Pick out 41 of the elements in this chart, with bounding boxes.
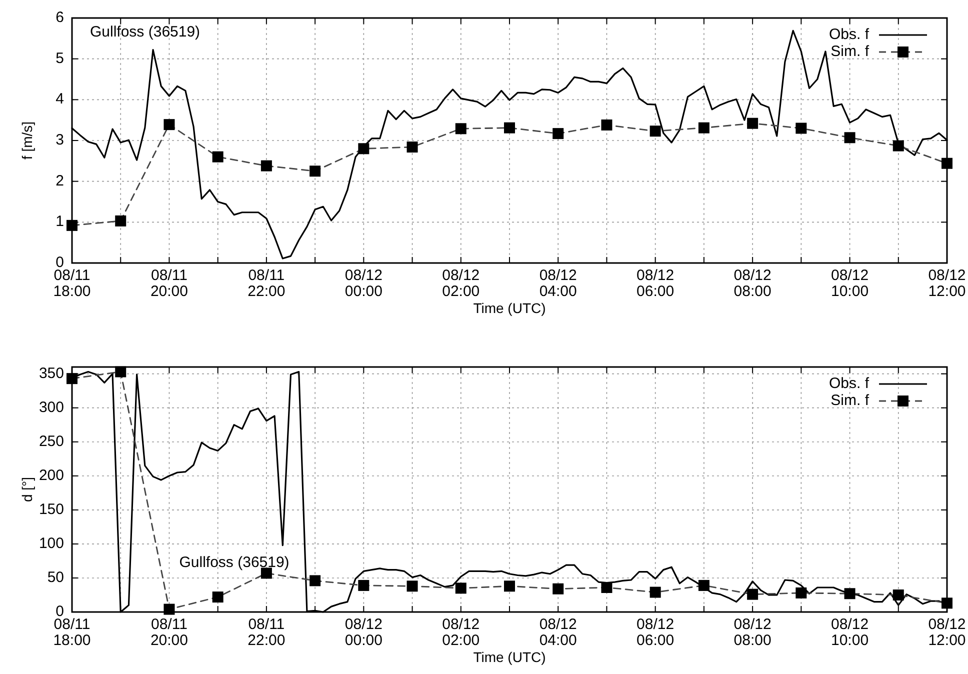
y-tick-label: 4 [56,90,64,108]
x-tick-label: 08/12 10:00 [831,267,869,300]
y-tick-label: 5 [56,50,64,67]
legend-label: Sim. f [830,42,870,60]
legend-label: Sim. f [830,392,870,409]
y-tick-label: 100 [38,534,64,552]
x-tick-label: 08/12 00:00 [344,616,382,649]
y-tick-label: 200 [38,466,64,484]
y-axis-title: f [m/s] [19,121,35,160]
x-tick-label: 08/12 06:00 [636,616,674,649]
y-tick-label: 1 [56,213,64,230]
x-tick-label: 08/12 08:00 [734,267,772,300]
x-tick-label: 08/12 04:00 [539,616,577,649]
x-axis-title: Time (UTC) [473,300,546,316]
y-tick-label: 50 [47,568,64,586]
annotation: Gullfoss (36519) [179,554,290,571]
x-tick-label: 08/11 22:00 [248,267,286,300]
legend-label: Obs. f [828,26,870,43]
annotation: Gullfoss (36519) [90,24,200,41]
x-tick-label: 08/12 00:00 [344,267,382,300]
x-tick-label: 08/12 02:00 [442,616,480,649]
y-tick-label: 250 [38,432,64,450]
y-tick-label: 6 [56,8,64,26]
y-tick-label: 300 [38,398,64,416]
x-tick-label: 08/12 12:00 [928,616,966,649]
x-tick-label: 08/12 04:00 [539,267,577,300]
x-tick-label: 08/11 22:00 [248,616,286,649]
y-tick-label: 2 [56,172,64,190]
x-axis-title: Time (UTC) [473,649,546,665]
x-tick-label: 08/12 08:00 [734,616,772,649]
x-tick-label: 08/12 12:00 [928,267,966,300]
x-tick-label: 08/12 10:00 [831,616,869,649]
y-axis-title: d [°] [19,476,35,502]
x-tick-label: 08/11 20:00 [150,616,188,649]
y-tick-label: 150 [38,500,64,518]
y-tick-label: 3 [56,131,64,148]
y-tick-label: 350 [38,364,64,382]
x-tick-label: 08/12 06:00 [636,267,674,300]
legend-label: Obs. f [828,374,870,392]
x-tick-label: 08/11 20:00 [150,267,188,300]
x-tick-label: 08/12 02:00 [442,267,480,300]
